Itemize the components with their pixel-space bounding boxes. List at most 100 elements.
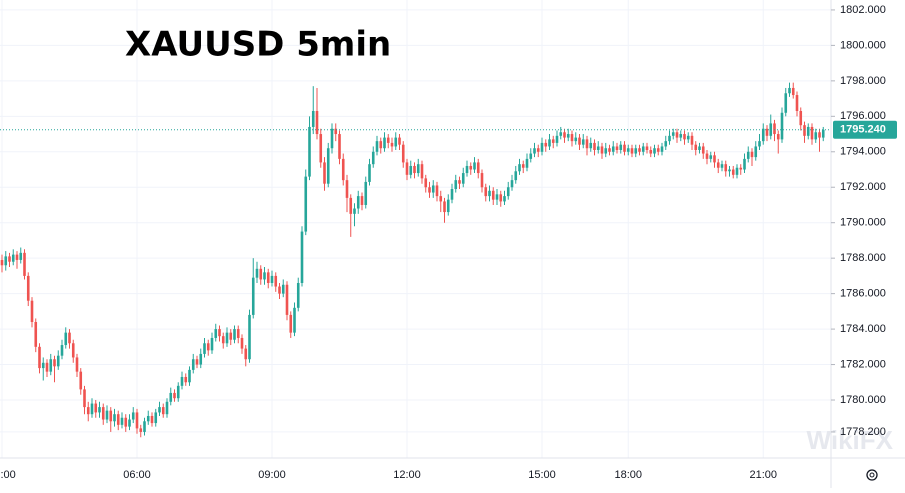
candle-body [750,151,754,158]
candle-body [240,337,244,349]
candle-body [293,307,296,333]
candle-body [128,419,131,427]
candle-body [139,428,143,432]
candle-body [49,359,53,372]
candle-body [304,176,308,232]
candle-body [578,137,581,145]
candle-body [803,125,806,136]
candle-body [101,407,105,420]
candle-body [731,169,735,175]
candle-body [630,148,634,154]
candle-body [754,146,758,158]
candle-body [694,144,698,151]
candle-body [401,144,405,163]
candle-body [495,194,499,200]
y-tick-label: 1794.000 [840,146,886,158]
candle-body [330,128,334,149]
candle-body [349,197,353,214]
candle-body [161,407,165,415]
candle-body [413,165,416,174]
candle-body [724,164,728,172]
candle-body [551,139,555,143]
candle-body [761,128,765,142]
candle-body [431,185,435,193]
candle-body [656,148,660,152]
y-tick-label: 1796.000 [840,110,886,122]
y-tick-label: 1790.000 [840,217,886,229]
candle-body [15,254,19,260]
candle-body [728,169,731,172]
candle-body [259,268,263,280]
candle-body [270,275,274,283]
candle-body [341,158,345,181]
candle-body [345,180,349,198]
candle-body [503,196,506,202]
candle-body [285,284,289,315]
candle-body [716,162,720,168]
candle-body [443,201,446,213]
candle-body [563,132,566,138]
candle-body [165,401,169,415]
candle-body [263,272,266,280]
candle-body [465,165,469,174]
candle-body [806,126,810,136]
candle-body [604,148,608,154]
candle-body [671,132,675,136]
last-price-label: 1795.240 [840,124,886,136]
candle-body [664,141,668,147]
candle-body [131,412,135,420]
candle-body [675,132,679,138]
candle-body [68,332,71,344]
candle-body [229,332,233,340]
candle-body [720,164,724,168]
candle-body [484,187,488,197]
candle-body [383,137,386,149]
candle-body [158,407,161,413]
candle-body [818,132,821,138]
candle-body [188,369,191,383]
candle-body [488,190,491,197]
candle-body [135,412,139,429]
candle-body [225,332,229,344]
candle-body [154,412,158,424]
candle-body [446,199,450,213]
candle-body [518,164,521,172]
candle-body [368,164,371,182]
candle-body [300,231,304,283]
candle-body [581,139,585,145]
candle-body [251,277,255,315]
candle-body [390,142,394,147]
candle-body [113,414,116,422]
candle-body [611,146,615,152]
candle-body [420,164,424,179]
candle-body [255,268,259,278]
candle-body [769,123,773,136]
candle-body [315,110,319,135]
candle-body [319,134,323,163]
candle-body [533,148,536,154]
candle-body [668,135,671,142]
candle-body [596,146,600,151]
candle-body [476,162,480,174]
candle-body [0,259,4,266]
candle-body [713,155,716,163]
candle-body [608,148,611,152]
candles [0,82,825,438]
settings-icon[interactable] [866,469,878,481]
candle-body [278,286,281,294]
candle-body [19,252,23,260]
candle-body [765,128,769,136]
x-tick-label: 09:00 [258,469,286,481]
candle-body [79,371,83,390]
candle-body [71,343,75,358]
candle-body [514,171,518,181]
candle-body [698,146,701,151]
candle-body [758,141,761,147]
candle-body [323,162,326,184]
candle-body [735,167,739,175]
candle-body [289,314,293,333]
candle-body [214,329,218,338]
x-tick-label: 12:00 [393,469,421,481]
candle-body [506,187,510,197]
candle-body [589,142,593,149]
